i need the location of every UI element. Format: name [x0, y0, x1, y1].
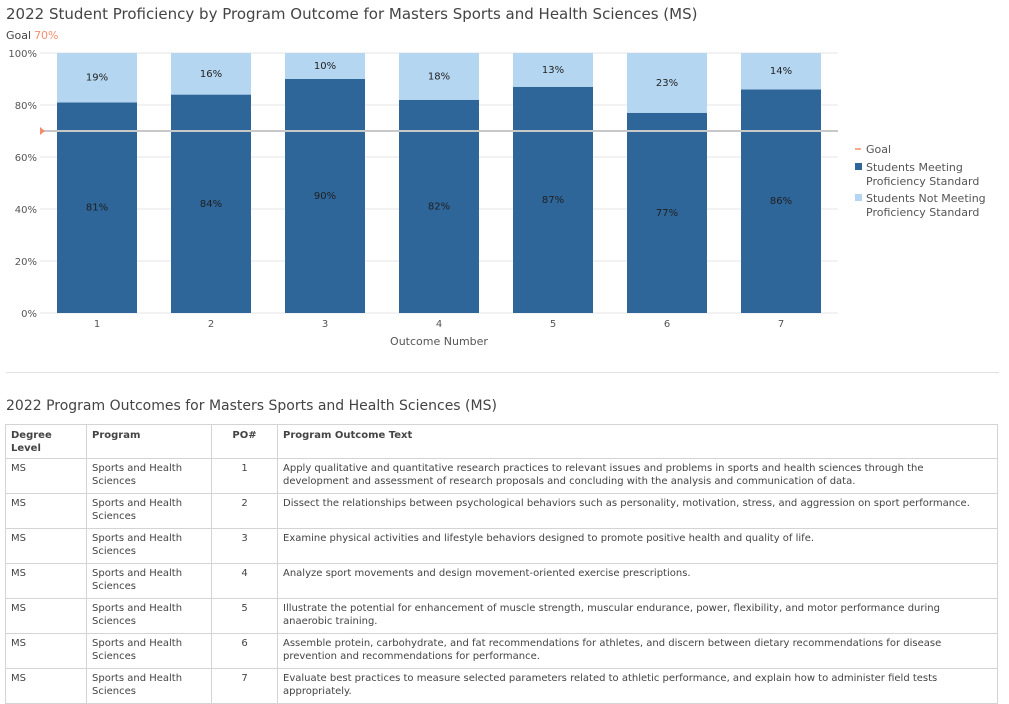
table-row: MS Sports and Health Sciences 1 Apply quali… — [5, 458, 998, 494]
bar-not-meeting — [399, 53, 479, 100]
legend-not-meeting-label: Students Not Meeting — [866, 192, 986, 205]
table-row: MS Sports and Health Sciences 7 Evaluate be… — [5, 668, 998, 704]
bar-meeting — [285, 79, 365, 313]
y-tick-label: 60% — [15, 153, 37, 164]
y-tick-label: 0% — [21, 309, 37, 320]
bar-not-meeting — [627, 53, 707, 113]
y-tick-label: 100% — [8, 49, 37, 60]
data-label-not-meeting: 14% — [770, 66, 792, 77]
cell-outcome-text: Apply qualitative and quantitative resea… — [277, 458, 998, 494]
table-row: MS Sports and Health Sciences 2 Dissect the… — [5, 493, 998, 529]
goal-label-text: Goal — [6, 29, 32, 42]
bar-not-meeting — [285, 53, 365, 79]
x-tick-label: 1 — [94, 319, 100, 330]
cell-degree-level: MS — [5, 493, 87, 529]
table-title: 2022 Program Outcomes for Masters Sports… — [6, 398, 497, 414]
bar-not-meeting — [171, 53, 251, 95]
data-label-meeting: 86% — [770, 196, 792, 207]
legend-not-meeting-swatch — [855, 194, 862, 201]
goal-indicator: Goal 70% — [6, 29, 59, 42]
data-label-not-meeting: 16% — [200, 69, 222, 80]
legend-meeting-swatch — [855, 163, 862, 170]
bar-meeting — [399, 99, 479, 313]
y-tick-label: 40% — [15, 205, 37, 216]
legend-meeting-label: Proficiency Standard — [866, 175, 979, 188]
chart-title: 2022 Student Proficiency by Program Outc… — [6, 5, 698, 23]
proficiency-chart: 0% 20% 40% 60% 80% 100% 81% 19% 1 84% 16% 2 90% 10% 3 8… — [8, 49, 986, 348]
cell-degree-level: MS — [5, 528, 87, 564]
cell-po-number: 3 — [211, 528, 278, 564]
data-label-meeting: 90% — [314, 191, 336, 202]
legend-goal-label: Goal — [866, 143, 891, 156]
cell-program: Sports and Health Sciences — [86, 633, 212, 669]
legend-meeting-label: Students Meeting — [866, 161, 963, 174]
legend-not-meeting-label: Proficiency Standard — [866, 206, 979, 219]
cell-program: Sports and Health Sciences — [86, 493, 212, 529]
table-row: MS Sports and Health Sciences 6 Assemble pr… — [5, 633, 998, 669]
header-degree-level: Degree Level — [5, 424, 87, 459]
x-axis-title: Outcome Number — [390, 335, 488, 348]
data-label-not-meeting: 13% — [542, 65, 564, 76]
header-po-number: PO# — [211, 424, 278, 459]
data-label-meeting: 84% — [200, 199, 222, 210]
cell-outcome-text: Assemble protein, carbohydrate, and fat … — [277, 633, 998, 669]
bar-not-meeting — [741, 53, 821, 90]
cell-po-number: 4 — [211, 563, 278, 599]
cell-outcome-text: Evaluate best practices to measure selec… — [277, 668, 998, 704]
x-tick-label: 6 — [664, 319, 670, 330]
data-label-not-meeting: 23% — [656, 78, 678, 89]
table-row: MS Sports and Health Sciences 5 Illustrate … — [5, 598, 998, 634]
x-tick-label: 2 — [208, 319, 214, 330]
cell-degree-level: MS — [5, 668, 87, 704]
y-tick-label: 20% — [15, 257, 37, 268]
data-label-meeting: 77% — [656, 208, 678, 219]
table-row: MS Sports and Health Sciences 4 Analyze spo… — [5, 563, 998, 599]
bar-meeting — [513, 86, 593, 313]
data-label-not-meeting: 18% — [428, 71, 450, 82]
bar-not-meeting — [513, 53, 593, 87]
cell-po-number: 2 — [211, 493, 278, 529]
x-tick-label: 5 — [550, 319, 556, 330]
goal-marker-icon — [40, 127, 45, 135]
x-tick-label: 4 — [436, 319, 442, 330]
cell-outcome-text: Examine physical activities and lifestyl… — [277, 528, 998, 564]
cell-po-number: 7 — [211, 668, 278, 704]
cell-po-number: 6 — [211, 633, 278, 669]
cell-outcome-text: Dissect the relationships between psycho… — [277, 493, 998, 529]
cell-degree-level: MS — [5, 598, 87, 634]
data-label-meeting: 81% — [86, 203, 108, 214]
cell-program: Sports and Health Sciences — [86, 563, 212, 599]
goal-value: 70% — [34, 29, 59, 42]
cell-degree-level: MS — [5, 633, 87, 669]
cell-program: Sports and Health Sciences — [86, 458, 212, 494]
cell-po-number: 1 — [211, 458, 278, 494]
data-label-not-meeting: 19% — [86, 73, 108, 84]
y-tick-label: 80% — [15, 101, 37, 112]
cell-degree-level: MS — [5, 458, 87, 494]
cell-program: Sports and Health Sciences — [86, 528, 212, 564]
bar-meeting — [57, 102, 137, 314]
header-outcome-text: Program Outcome Text — [277, 424, 998, 459]
section-divider — [6, 372, 999, 373]
cell-degree-level: MS — [5, 563, 87, 599]
cell-po-number: 5 — [211, 598, 278, 634]
data-label-meeting: 87% — [542, 195, 564, 206]
cell-program: Sports and Health Sciences — [86, 668, 212, 704]
x-tick-label: 3 — [322, 319, 328, 330]
bar-meeting — [627, 112, 707, 313]
cell-outcome-text: Analyze sport movements and design movem… — [277, 563, 998, 599]
cell-outcome-text: Illustrate the potential for enhancement… — [277, 598, 998, 634]
program-outcomes-table: Degree Level Program PO# Program Outcome… — [5, 424, 998, 704]
data-label-not-meeting: 10% — [314, 61, 336, 72]
table-header-row: Degree Level Program PO# Program Outcome… — [5, 424, 998, 459]
bar-not-meeting — [57, 53, 137, 103]
data-label-meeting: 82% — [428, 201, 450, 212]
table-row: MS Sports and Health Sciences 3 Examine phy… — [5, 528, 998, 564]
cell-program: Sports and Health Sciences — [86, 598, 212, 634]
header-program: Program — [86, 424, 212, 459]
x-tick-label: 7 — [778, 319, 784, 330]
bar-meeting — [741, 89, 821, 314]
